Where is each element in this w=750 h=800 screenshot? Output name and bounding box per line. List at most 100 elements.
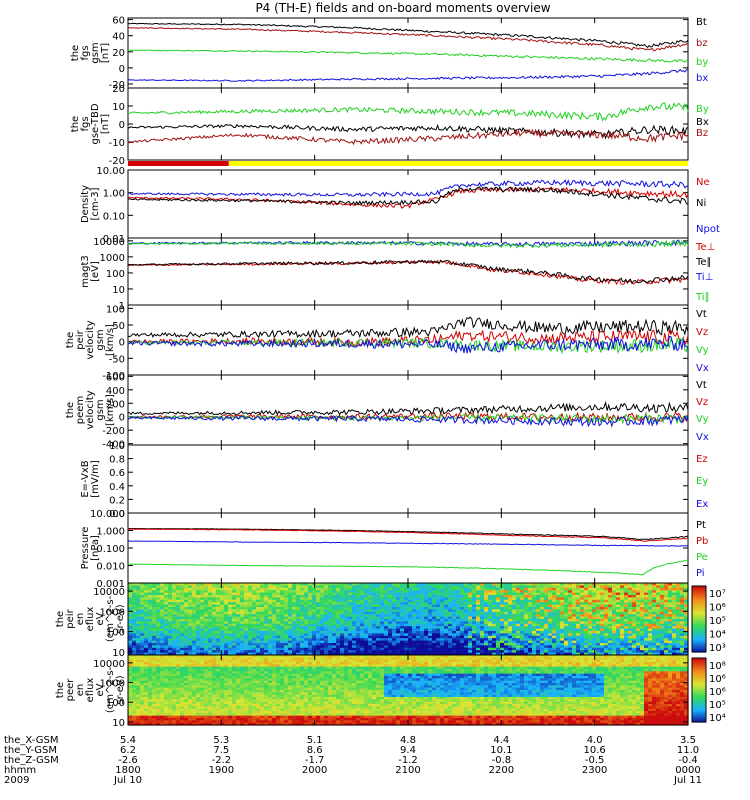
- heatmap-cell: [412, 609, 417, 613]
- heatmap-cell: [604, 619, 609, 622]
- heatmap-cell: [552, 652, 557, 656]
- heatmap-cell: [292, 633, 297, 637]
- heatmap-cell: [500, 587, 505, 591]
- heatmap-cell: [332, 645, 337, 649]
- heatmap-cell: [236, 635, 241, 639]
- heatmap-cell: [408, 650, 413, 654]
- heatmap-cell: [148, 621, 153, 625]
- heatmap-cell: [168, 631, 173, 634]
- heatmap-cell: [520, 587, 525, 591]
- heatmap-cell: [156, 643, 161, 646]
- heatmap-cell: [460, 623, 465, 627]
- series-line-By: [127, 102, 689, 122]
- heatmap-cell: [140, 631, 145, 634]
- heatmap-cell: [304, 607, 309, 610]
- heatmap-cell: [376, 592, 381, 596]
- heatmap-cell: [596, 592, 601, 596]
- heatmap-cell: [128, 616, 133, 620]
- heatmap-cell: [460, 621, 465, 625]
- heatmap-cell: [588, 647, 593, 651]
- heatmap-cell: [672, 626, 677, 630]
- heatmap-cell: [176, 626, 181, 630]
- heatmap-cell: [684, 655, 689, 658]
- heatmap-cell: [464, 619, 469, 622]
- heatmap-cell: [152, 650, 157, 654]
- heatmap-cell: [356, 604, 361, 608]
- heatmap-cell: [532, 628, 537, 632]
- heatmap-cell: [268, 659, 273, 663]
- heatmap-cell: [476, 655, 481, 658]
- colorbar-cell: [692, 648, 706, 651]
- heatmap-cell: [500, 614, 505, 618]
- heatmap-cell: [396, 590, 401, 594]
- heatmap-cell: [436, 631, 441, 634]
- heatmap-cell: [576, 635, 581, 639]
- heatmap-cell: [456, 659, 461, 663]
- heatmap-cell: [464, 607, 469, 610]
- heatmap-cell: [496, 599, 501, 603]
- heatmap-cell: [388, 626, 393, 630]
- heatmap-cell: [300, 604, 305, 608]
- heatmap-cell: [180, 647, 185, 651]
- heatmap-cell: [660, 614, 665, 618]
- heatmap-cell: [172, 652, 177, 656]
- heatmap-cell: [352, 592, 357, 596]
- heatmap-cell: [524, 587, 529, 591]
- heatmap-cell: [212, 626, 217, 630]
- heatmap-cell: [420, 626, 425, 630]
- heatmap-cell: [420, 631, 425, 634]
- heatmap-cell: [196, 638, 201, 642]
- heatmap-cell: [168, 607, 173, 610]
- heatmap-cell: [476, 604, 481, 608]
- heatmap-cell: [372, 628, 377, 632]
- heatmap-cell: [556, 595, 561, 598]
- heatmap-cell: [164, 621, 169, 625]
- heatmap-cell: [568, 607, 573, 610]
- heatmap-cell: [264, 614, 269, 618]
- heatmap-cell: [656, 597, 661, 601]
- heatmap-cell: [528, 643, 533, 646]
- heatmap-cell: [144, 604, 149, 608]
- heatmap-cell: [436, 619, 441, 622]
- heatmap-cell: [232, 655, 237, 658]
- heatmap-cell: [264, 640, 269, 644]
- heatmap-cell: [284, 647, 289, 651]
- heatmap-cell: [308, 609, 313, 613]
- heatmap-cell: [572, 640, 577, 644]
- heatmap-cell: [532, 619, 537, 622]
- heatmap-cell: [568, 597, 573, 601]
- heatmap-cell: [384, 595, 389, 598]
- heatmap-cell: [624, 616, 629, 620]
- heatmap-cell: [228, 595, 233, 598]
- heatmap-cell: [200, 659, 205, 663]
- heatmap-cell: [236, 597, 241, 601]
- heatmap-cell: [516, 595, 521, 598]
- heatmap-cell: [576, 587, 581, 591]
- heatmap-cell: [156, 595, 161, 598]
- heatmap-cell: [168, 597, 173, 601]
- colorbar-cell: [692, 637, 706, 640]
- heatmap-cell: [684, 592, 689, 596]
- heatmap-cell: [160, 635, 165, 639]
- heatmap-cell: [168, 592, 173, 596]
- heatmap-cell: [588, 583, 593, 586]
- heatmap-cell: [316, 626, 321, 630]
- heatmap-cell: [632, 583, 637, 586]
- heatmap-cell: [380, 652, 385, 656]
- heatmap-cell: [208, 645, 213, 649]
- heatmap-cell: [240, 626, 245, 630]
- heatmap-cell: [196, 621, 201, 625]
- heatmap-cell: [324, 645, 329, 649]
- heatmap-cell: [188, 635, 193, 639]
- heatmap-cell: [552, 635, 557, 639]
- heatmap-cell: [352, 659, 357, 663]
- legend-label: Te∥: [695, 257, 712, 268]
- heatmap-cell: [504, 643, 509, 646]
- heatmap-cell: [172, 609, 177, 613]
- heatmap-cell: [160, 616, 165, 620]
- heatmap-cell: [540, 623, 545, 627]
- heatmap-cell: [304, 643, 309, 646]
- heatmap-cell: [572, 614, 577, 618]
- heatmap-cell: [580, 604, 585, 608]
